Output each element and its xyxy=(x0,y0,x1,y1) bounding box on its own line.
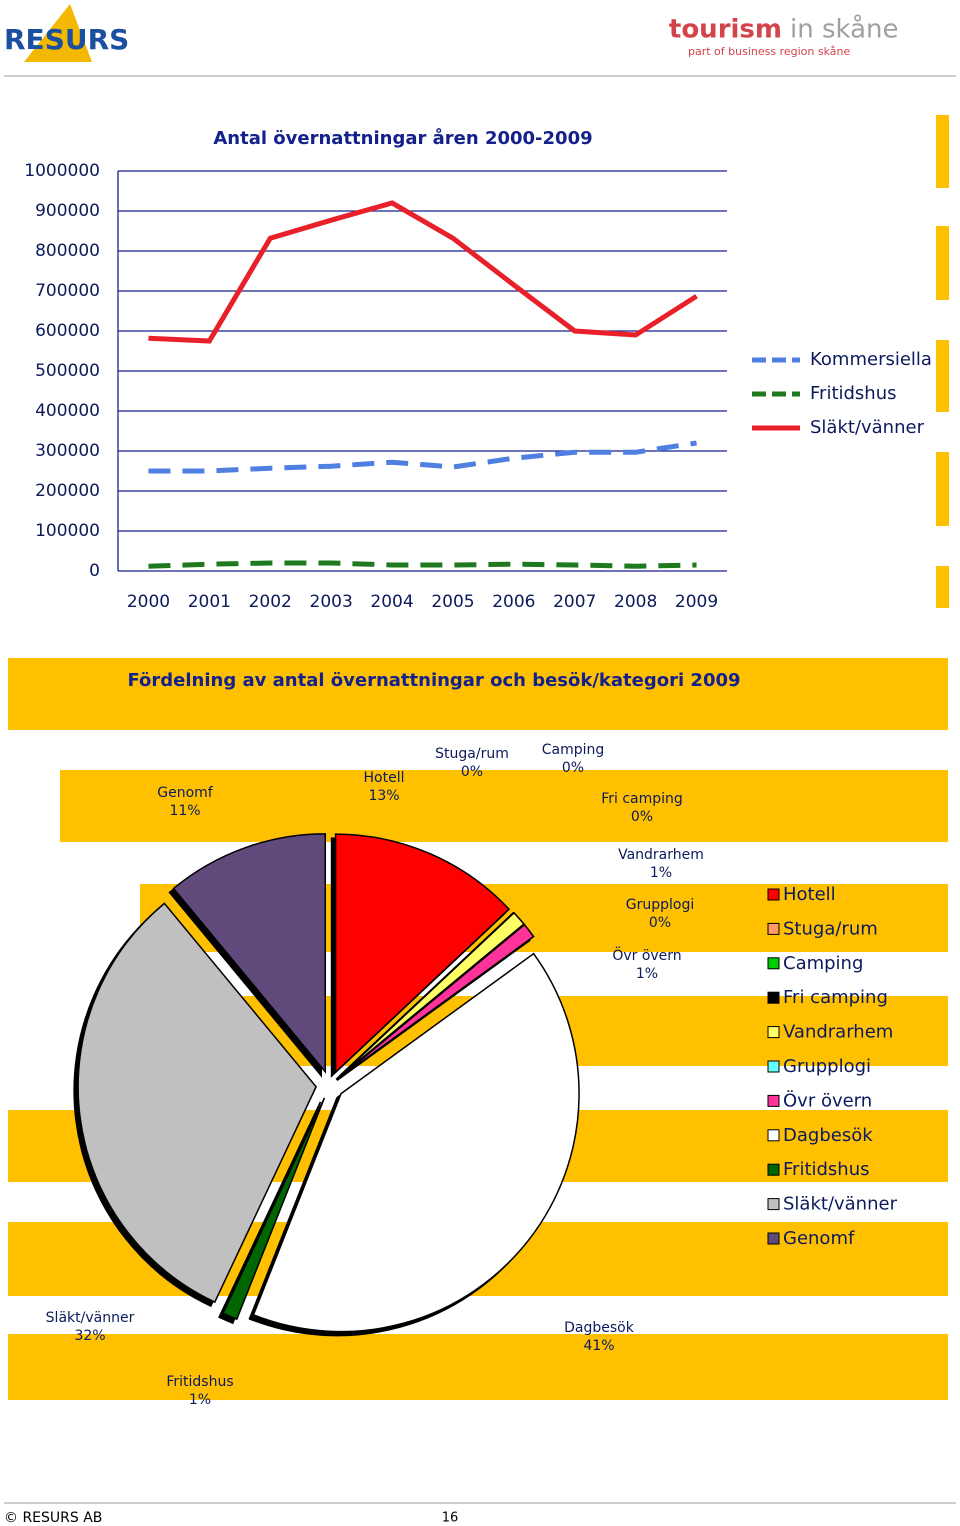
slice-label-value: 1% xyxy=(189,1392,211,1408)
legend-label: Fritidshus xyxy=(783,1159,870,1180)
x-tick-label: 2001 xyxy=(188,592,231,612)
legend-label: Genomf xyxy=(783,1228,855,1249)
legend-label: Släkt/vänner xyxy=(783,1194,898,1215)
legend-swatch xyxy=(767,888,780,901)
legend-swatch xyxy=(767,922,780,935)
legend-label: Övr övern xyxy=(783,1089,872,1111)
x-tick-label: 2008 xyxy=(614,592,657,612)
y-tick-label: 600000 xyxy=(35,321,100,341)
slice-label-value: 0% xyxy=(461,764,483,780)
legend-label: Grupplogi xyxy=(783,1056,871,1077)
slice-label-name: Övr övern xyxy=(612,946,681,964)
y-tick-label: 0 xyxy=(89,561,100,581)
slice-label-value: 32% xyxy=(74,1328,105,1344)
slice-label-value: 0% xyxy=(631,809,653,825)
x-tick-label: 2007 xyxy=(553,592,596,612)
legend-label: Vandrarhem xyxy=(783,1022,893,1043)
legend-label: Fri camping xyxy=(783,987,888,1008)
pie-slice xyxy=(340,923,535,1078)
slice-label-name: Hotell xyxy=(364,770,405,786)
slice-label-name: Vandrarhem xyxy=(618,847,704,863)
slice-label-name: Stuga/rum xyxy=(435,746,509,762)
pie-chart: Fördelning av antal övernattningar och b… xyxy=(46,670,898,1408)
slice-label-value: 0% xyxy=(562,760,584,776)
right-tagline: part of business region skåne xyxy=(688,45,850,58)
left-logo: RESURS xyxy=(4,23,129,56)
y-tick-label: 900000 xyxy=(35,201,100,221)
legend-swatch xyxy=(767,957,780,970)
chart-title: Fördelning av antal övernattningar och b… xyxy=(127,670,740,691)
page-number: 16 xyxy=(442,1511,459,1526)
legend-label: Camping xyxy=(783,953,863,974)
legend-label: Kommersiella xyxy=(810,349,932,370)
copyright: © RESURS AB xyxy=(4,1510,102,1526)
x-tick-label: 2009 xyxy=(675,592,718,612)
series-line xyxy=(148,560,697,569)
slice-label-name: Släkt/vänner xyxy=(46,1310,135,1326)
legend-swatch xyxy=(767,1026,780,1039)
slice-label-name: Dagbesök xyxy=(564,1320,635,1336)
slice-label-name: Genomf xyxy=(157,785,214,801)
y-tick-label: 300000 xyxy=(35,441,100,461)
right-logo-bold: tourism xyxy=(669,15,782,45)
slice-label-value: 11% xyxy=(169,803,200,819)
slice-label-value: 41% xyxy=(583,1338,614,1354)
legend-label: Släkt/vänner xyxy=(810,417,925,438)
y-tick-label: 200000 xyxy=(35,481,100,501)
legend-swatch xyxy=(767,1094,780,1107)
x-tick-label: 2000 xyxy=(127,592,170,612)
legend-swatch xyxy=(767,1060,780,1073)
pie-slice xyxy=(252,952,580,1333)
slice-label-value: 1% xyxy=(650,865,672,881)
legend-label: Hotell xyxy=(783,884,836,905)
pie-slice xyxy=(172,833,327,1074)
x-tick-label: 2006 xyxy=(492,592,535,612)
pie-slice xyxy=(222,1097,326,1321)
y-tick-label: 1000000 xyxy=(24,161,100,181)
chart-title: Antal övernattningar åren 2000-2009 xyxy=(213,127,592,149)
slice-label-name: Fri camping xyxy=(601,791,683,807)
y-tick-label: 400000 xyxy=(35,401,100,421)
legend-swatch xyxy=(767,991,780,1004)
x-tick-label: 2002 xyxy=(249,592,292,612)
legend-swatch xyxy=(767,1198,780,1211)
slice-label-value: 0% xyxy=(649,915,671,931)
legend-swatch xyxy=(767,1129,780,1142)
side-bars xyxy=(936,115,949,608)
line-chart: Antal övernattningar åren 2000-2009 0 1000… xyxy=(24,127,932,612)
slice-label-value: 13% xyxy=(368,788,399,804)
y-tick-label: 800000 xyxy=(35,241,100,261)
right-logo-light: in skåne xyxy=(790,14,899,45)
slice-label-name: Grupplogi xyxy=(626,897,694,913)
pie-slice xyxy=(334,833,511,1074)
slice-label-value: 1% xyxy=(636,966,658,982)
x-tick-label: 2005 xyxy=(431,592,474,612)
legend-swatch xyxy=(767,1163,780,1176)
pie-slice xyxy=(77,902,317,1304)
series-line xyxy=(148,200,698,344)
y-tick-label: 700000 xyxy=(35,281,100,301)
legend-label: Dagbesök xyxy=(783,1125,873,1146)
legend-swatch xyxy=(767,1232,780,1245)
y-tick-label: 500000 xyxy=(35,361,100,381)
legend-label: Fritidshus xyxy=(810,383,897,404)
slice-label-name: Camping xyxy=(542,742,605,758)
x-tick-label: 2004 xyxy=(370,592,413,612)
slice-label-name: Fritidshus xyxy=(166,1374,233,1390)
y-tick-label: 100000 xyxy=(35,521,100,541)
x-tick-label: 2003 xyxy=(310,592,353,612)
logo-mark xyxy=(24,4,92,62)
legend-label: Stuga/rum xyxy=(783,918,878,939)
series-line xyxy=(148,440,697,474)
